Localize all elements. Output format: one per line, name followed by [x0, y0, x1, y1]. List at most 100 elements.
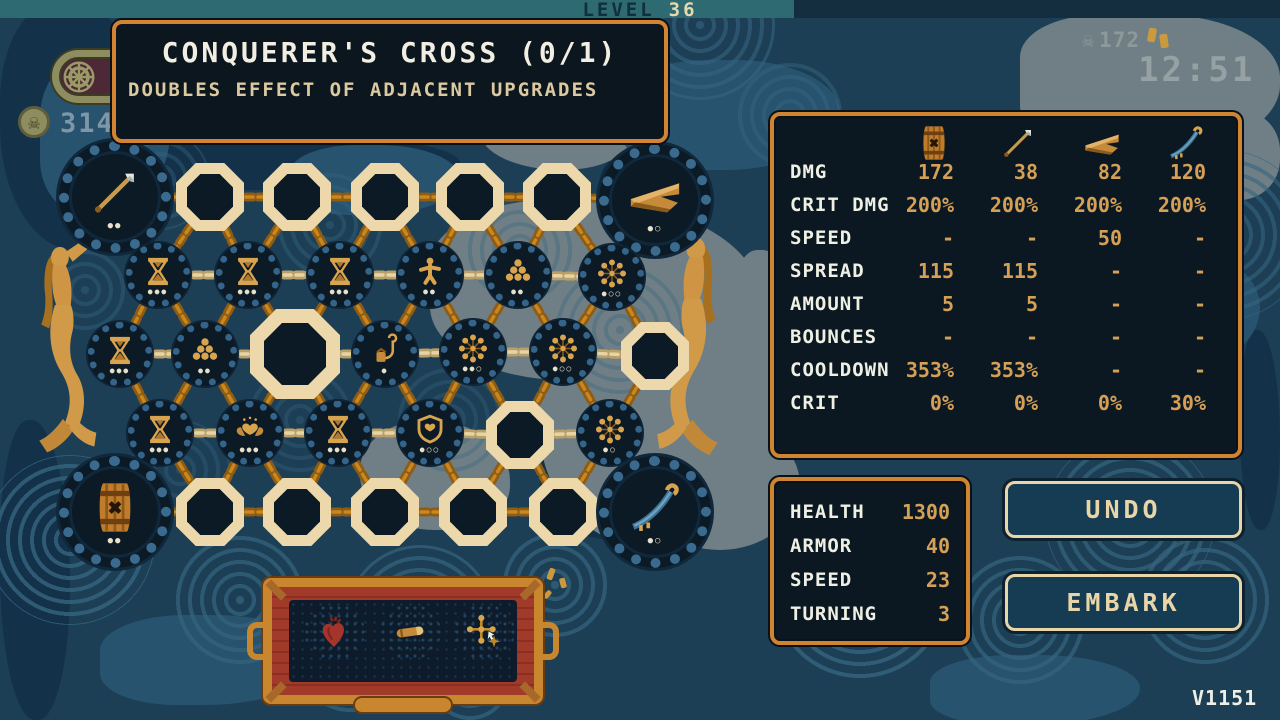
stat-value: -	[1109, 291, 1122, 316]
upgrade-slot-empty[interactable]	[351, 163, 419, 231]
upgrade-level-pips: ●●●	[327, 445, 349, 454]
level-progress-bar: LEVEL 36	[0, 0, 1280, 21]
upgrade-node-hourglass[interactable]: ●●●	[308, 243, 372, 307]
sword-icon	[626, 479, 684, 541]
upgrade-node-hourglass[interactable]: ●●●	[306, 401, 370, 465]
upgrade-level-pips: ●●○	[462, 364, 484, 373]
upgrade-level-pips: ●●	[198, 366, 212, 375]
stat-value: 172	[917, 159, 954, 184]
stat-value: -	[1109, 324, 1122, 349]
stat-row-label: DMG	[790, 160, 828, 183]
ship-stat-label: SPEED	[790, 569, 853, 591]
stat-value: 115	[1001, 258, 1038, 283]
empty-socket	[362, 489, 408, 535]
upgrade-slot-empty[interactable]	[486, 401, 554, 469]
tooltip-description: DOUBLES EFFECT OF ADJACENT UPGRADES	[128, 79, 599, 101]
weapon-slot-barrel[interactable]: ●●	[59, 456, 171, 568]
sword-icon	[1138, 111, 1222, 167]
upgrade-level-pips: ●○○	[419, 445, 441, 454]
stat-value: 353%	[989, 357, 1038, 382]
bullet-item[interactable]	[379, 604, 441, 660]
upgrade-slot-empty[interactable]	[436, 163, 504, 231]
stat-value: 200%	[905, 192, 954, 217]
upgrade-node-cannonball-stack[interactable]: ●●	[486, 243, 550, 307]
stat-row-label: SPEED	[790, 226, 853, 249]
weapon-slot-sword[interactable]: ●○	[599, 456, 711, 568]
upgrade-slot-empty[interactable]	[176, 478, 244, 546]
weapon-slot-ram[interactable]: ●○	[599, 144, 711, 256]
upgrade-node-snowflake[interactable]: ●○○	[580, 245, 644, 309]
upgrade-slot-empty[interactable]	[263, 163, 331, 231]
upgrade-node-snowflake[interactable]: ●○	[578, 401, 642, 465]
level-text: LEVEL 36	[0, 0, 1280, 21]
stat-value: -	[1025, 324, 1038, 349]
ship-stat-label: HEALTH	[790, 501, 865, 523]
upgrade-slot-empty[interactable]	[263, 478, 331, 546]
cross-item[interactable]	[453, 604, 515, 660]
arrow-icon	[86, 164, 144, 226]
upgrade-slot-empty[interactable]	[439, 478, 507, 546]
upgrade-node-lotus[interactable]: ●●●	[218, 401, 282, 465]
weapon-slot-arrow[interactable]: ●●	[59, 141, 171, 253]
upgrade-slot-empty[interactable]	[621, 322, 689, 390]
empty-socket	[274, 489, 320, 535]
upgrade-node-hook[interactable]: ●	[353, 322, 417, 386]
stat-value: 0%	[1097, 390, 1122, 415]
ship-stat-value: 1300	[901, 500, 950, 524]
stat-value: 50	[1097, 225, 1122, 250]
ship-stat-row: TURNING 3	[790, 597, 950, 631]
upgrade-slot-empty[interactable]	[351, 478, 419, 546]
upgrade-slot-empty[interactable]	[523, 163, 591, 231]
upgrade-node-cannonball-stack[interactable]: ●●	[173, 322, 237, 386]
empty-socket	[264, 323, 326, 385]
kills-value: 172	[1099, 28, 1140, 52]
weapon-stats-table: DMG 172 38 82 120 CRIT DMG 200% 200% 200% 200% SPE…	[790, 122, 1226, 419]
empty-socket	[274, 174, 320, 220]
upgrade-node-doll[interactable]: ●●	[398, 243, 462, 307]
weapon-stats-panel: DMG 172 38 82 120 CRIT DMG 200% 200% 200% 200% SPE…	[770, 112, 1242, 458]
ram-icon	[1054, 111, 1138, 167]
empty-socket	[447, 174, 493, 220]
upgrade-level-pips: ●○○	[601, 289, 623, 298]
stat-value: 5	[941, 291, 954, 316]
arrow-icon	[970, 111, 1054, 167]
upgrade-node-shield[interactable]: ●○○	[398, 401, 462, 465]
stat-value: -	[1193, 291, 1206, 316]
upgrade-slot-empty[interactable]	[529, 478, 597, 546]
empty-socket	[497, 412, 543, 458]
upgrade-node-snowflake[interactable]: ●●○	[441, 320, 505, 384]
upgrade-slot-empty[interactable]	[250, 309, 340, 399]
stat-row-label: CRIT DMG	[790, 193, 890, 216]
embark-button[interactable]: EMBARK	[1005, 574, 1242, 631]
upgrade-node-hourglass[interactable]: ●●●	[88, 322, 152, 386]
ram-icon	[626, 167, 684, 229]
upgrade-node-hourglass[interactable]: ●●●	[126, 243, 190, 307]
stat-value: 200%	[1157, 192, 1206, 217]
stat-value: 0%	[1013, 390, 1038, 415]
stat-row-label: CRIT	[790, 391, 840, 414]
chest-ornament	[355, 698, 451, 712]
upgrade-node-hourglass[interactable]: ●●●	[216, 243, 280, 307]
upgrade-node-hourglass[interactable]: ●●●	[128, 401, 192, 465]
stat-value: 120	[1169, 159, 1206, 184]
deep-water-patch	[1240, 330, 1280, 530]
ship-stat-label: TURNING	[790, 603, 878, 625]
ship-stat-row: HEALTH 1300	[790, 495, 950, 529]
heart-item[interactable]	[303, 604, 365, 660]
tooltip-title: CONQUERER'S CROSS (0/1)	[161, 36, 619, 69]
stat-value: 200%	[989, 192, 1038, 217]
empty-socket	[632, 333, 678, 379]
skull-coin-icon: ☠	[18, 106, 50, 138]
stat-value: 38	[1013, 159, 1038, 184]
upgrade-level-pips: ●●	[107, 536, 123, 546]
upgrade-level-pips: ●●	[423, 287, 437, 296]
upgrade-node-snowflake[interactable]: ●○○	[531, 320, 595, 384]
upgrade-level-pips: ●○	[647, 536, 663, 546]
stat-value: -	[1109, 357, 1122, 382]
empty-socket	[187, 174, 233, 220]
upgrade-slot-empty[interactable]	[176, 163, 244, 231]
stat-value: 82	[1097, 159, 1122, 184]
undo-button[interactable]: UNDO	[1005, 481, 1242, 538]
chest-handle-right	[541, 622, 559, 660]
